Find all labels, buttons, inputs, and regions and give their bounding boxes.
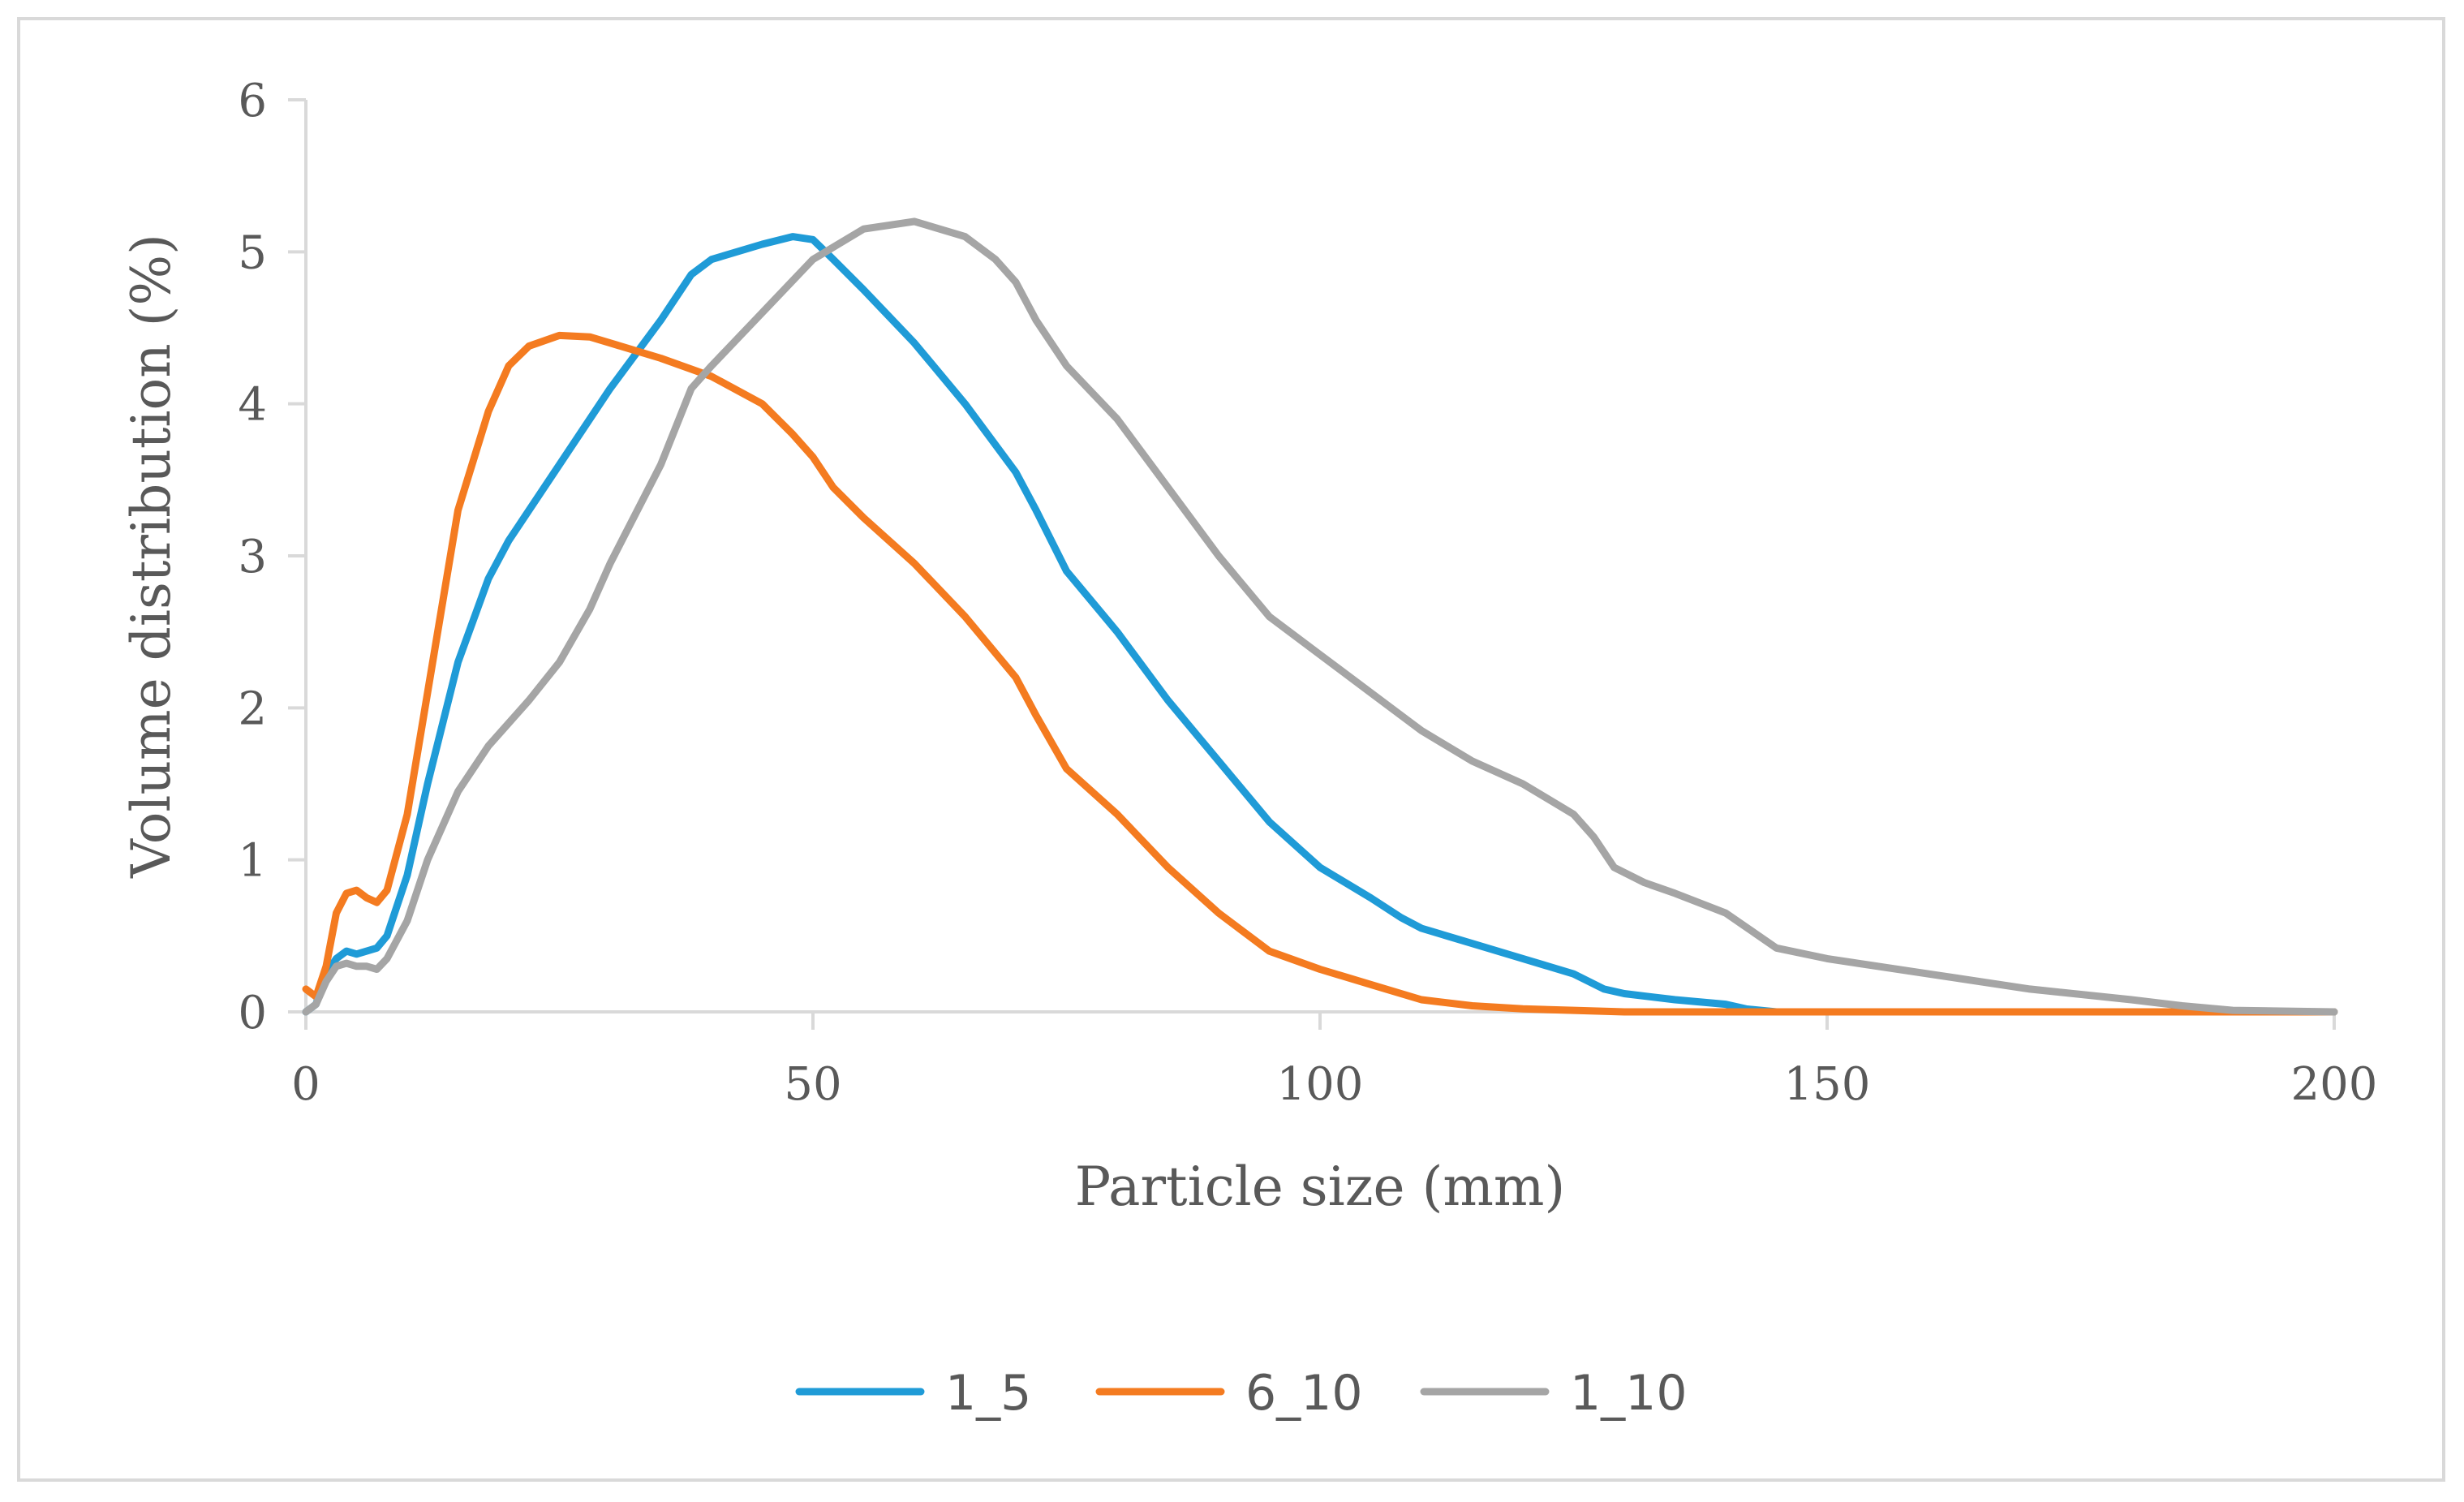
series-line-6_10 xyxy=(302,331,2338,1016)
y-tick-label: 1 xyxy=(238,835,267,888)
x-tick-label: 200 xyxy=(2291,1058,2378,1111)
x-tick-label: 50 xyxy=(784,1058,841,1111)
x-tick-label: 0 xyxy=(291,1058,320,1111)
x-tick-label: 150 xyxy=(1784,1058,1871,1111)
legend-label-1_10: 1_10 xyxy=(1570,1365,1688,1422)
x-tick-label: 100 xyxy=(1277,1058,1364,1111)
y-tick-label: 5 xyxy=(238,226,267,279)
series-line-1_5 xyxy=(302,233,2338,1016)
y-tick-label: 3 xyxy=(238,531,267,583)
legend-label-6_10: 6_10 xyxy=(1245,1365,1363,1422)
legend-label-1_5: 1_5 xyxy=(945,1365,1031,1422)
series-lines xyxy=(302,217,2338,1016)
series-line-1_10 xyxy=(302,217,2338,1016)
y-tick-label: 4 xyxy=(238,379,267,432)
x-ticks: 0 50 100 150 200 xyxy=(291,1012,2377,1111)
y-axis-title: Volume distribution (%) xyxy=(120,234,183,879)
legend: 1_5 6_10 1_10 xyxy=(795,1365,1688,1422)
y-tick-label: 0 xyxy=(238,987,267,1039)
y-tick-label: 6 xyxy=(238,75,267,127)
x-axis-title: Particle size (mm) xyxy=(1075,1156,1566,1218)
y-tick-label: 2 xyxy=(238,682,267,735)
y-ticks: 0 1 2 3 4 5 6 xyxy=(238,75,306,1039)
